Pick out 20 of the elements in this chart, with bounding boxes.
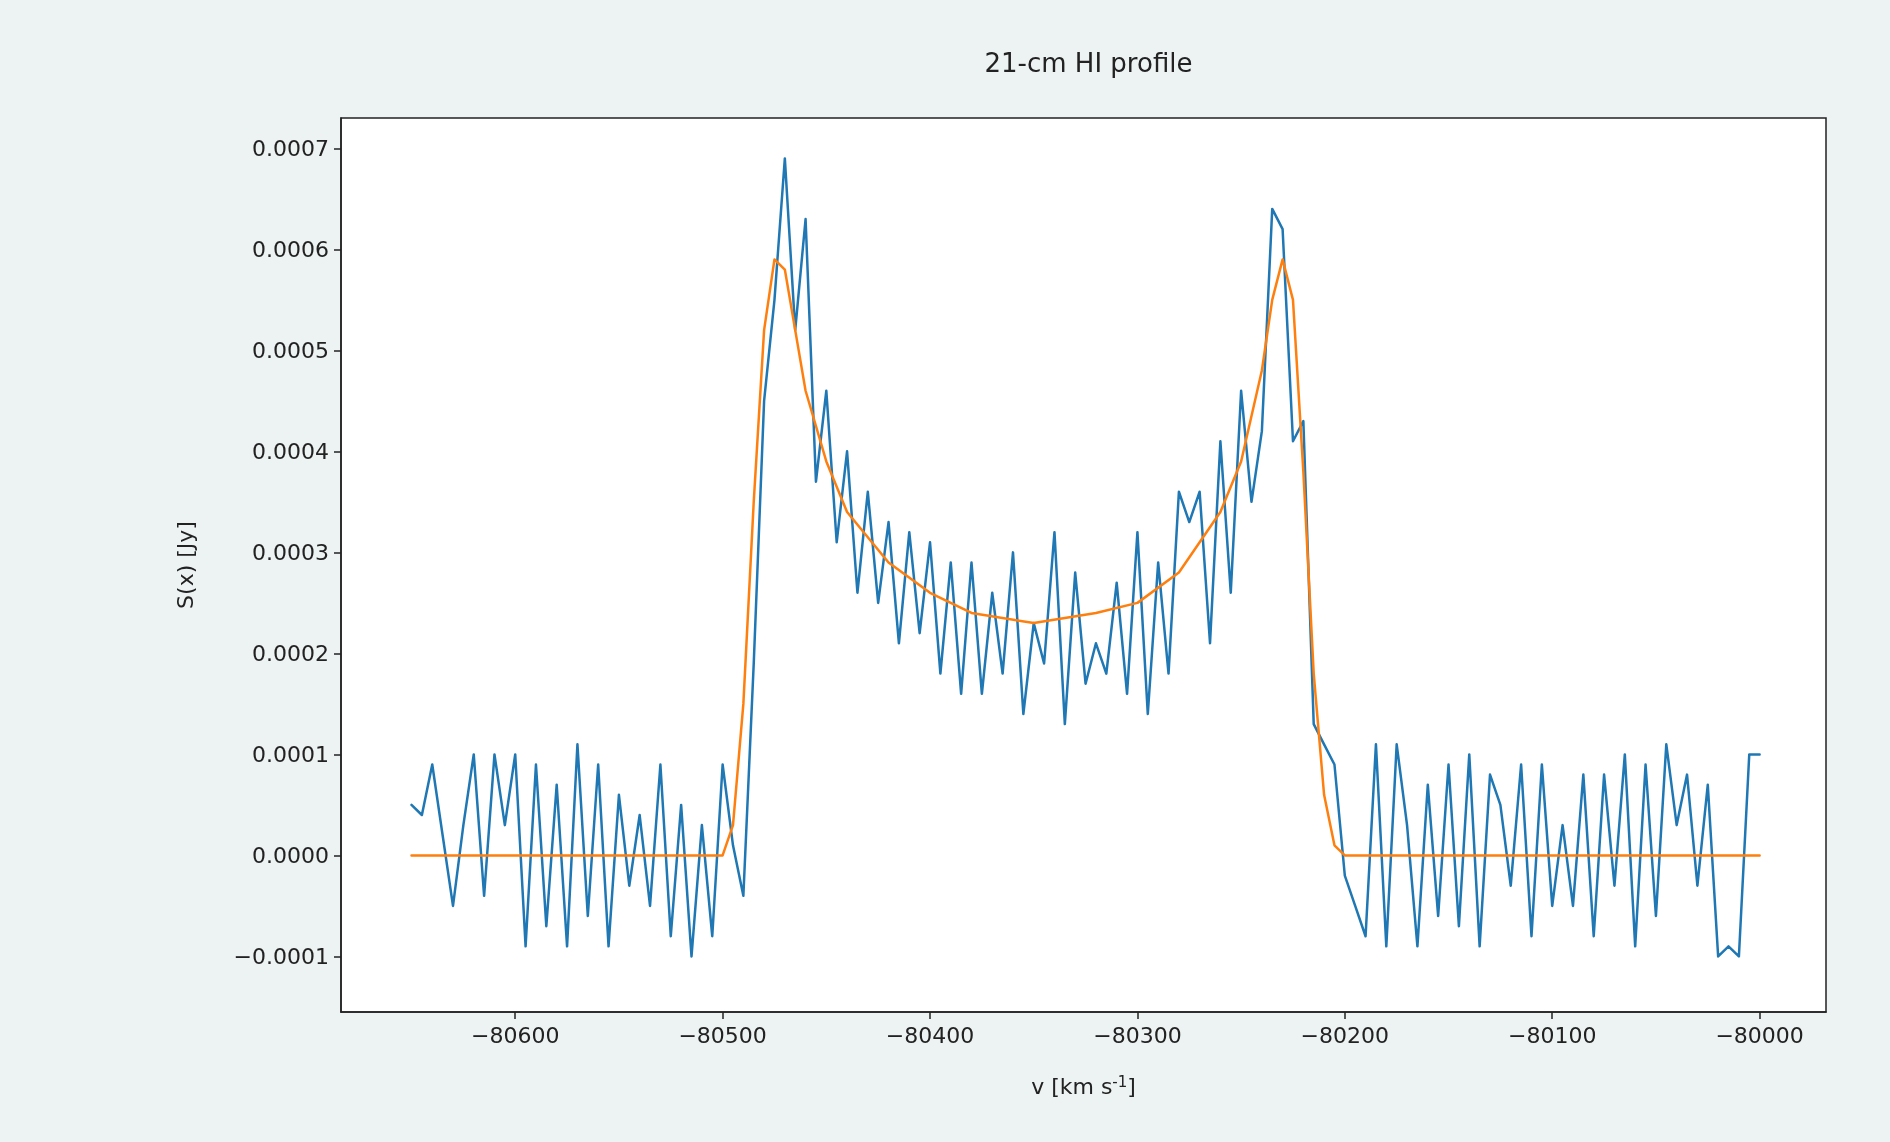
y-tick-label: 0.0005: [252, 337, 329, 363]
y-tick-label: 0.0002: [252, 640, 329, 666]
y-tick-label: 0.0001: [252, 741, 329, 767]
x-tick-label: −80200: [1300, 1022, 1390, 1048]
y-tick-label: 0.0000: [252, 842, 329, 868]
y-tick-label: 0.0003: [252, 539, 329, 565]
y-tick-label: 0.0007: [252, 135, 329, 161]
x-tick-label: −80300: [1093, 1022, 1182, 1048]
x-tick-label: −80100: [1508, 1022, 1597, 1048]
x-tick-label: −80500: [678, 1022, 767, 1048]
y-tick-label: −0.0001: [233, 943, 329, 969]
line-series: [410, 157, 1761, 958]
x-tick-label: −80600: [471, 1022, 560, 1048]
y-tick-label: 0.0004: [252, 438, 329, 464]
x-tick-label: −80000: [1715, 1022, 1804, 1048]
y-tick-label: 0.0006: [252, 236, 329, 262]
chart-title: 21-cm HI profile: [984, 48, 1193, 78]
line-series: [410, 258, 1761, 857]
x-tick-label: −80400: [885, 1022, 975, 1048]
y-axis-title: S(x) [Jy]: [172, 521, 198, 609]
